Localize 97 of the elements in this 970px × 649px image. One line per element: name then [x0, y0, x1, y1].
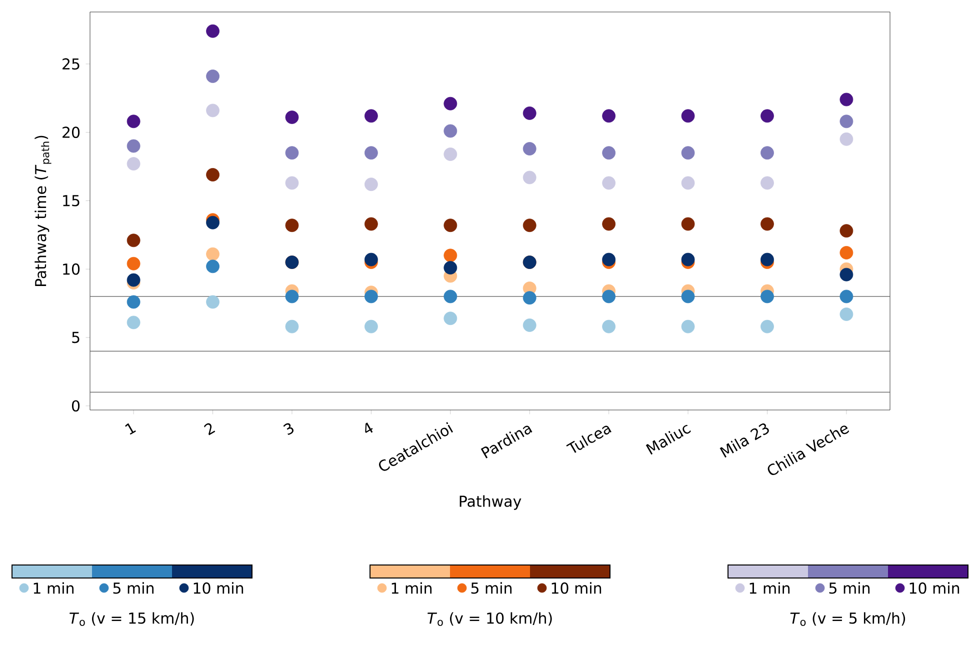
point [681, 109, 695, 123]
point [126, 295, 140, 309]
point [444, 148, 458, 161]
x-axis-title: Pathway [460, 495, 522, 510]
x-tick-label: Mila 23 [720, 423, 769, 458]
point [206, 104, 220, 118]
y-tick-label: 5 [72, 332, 80, 344]
text: T$_{o}$ (v = 10 km/h) [428, 612, 552, 626]
point [602, 290, 616, 304]
point [364, 320, 378, 334]
legend-label: 1 min [34, 582, 74, 594]
point [444, 96, 458, 110]
point [602, 217, 616, 231]
x-tick-label: 4 [365, 422, 373, 433]
point [126, 256, 140, 270]
point [364, 109, 378, 123]
point [206, 216, 220, 230]
point [760, 146, 774, 160]
point [840, 246, 854, 260]
point [840, 308, 854, 321]
point [760, 217, 774, 231]
point [285, 320, 299, 334]
point [444, 218, 458, 232]
point [444, 312, 458, 326]
point [126, 273, 140, 287]
point [444, 290, 458, 304]
legend-label: 1 min [750, 582, 790, 594]
point [522, 218, 536, 232]
legend-label: 1 min [392, 582, 432, 594]
point [602, 109, 616, 123]
point [760, 252, 774, 266]
point [760, 109, 774, 123]
point [126, 139, 140, 153]
point [522, 142, 536, 156]
point [522, 291, 536, 305]
point [840, 268, 854, 282]
point [126, 157, 140, 170]
point [602, 146, 616, 160]
legend-label: 10 min [552, 582, 602, 594]
point [522, 170, 536, 184]
point [126, 316, 140, 330]
point [364, 178, 378, 192]
point [206, 295, 220, 309]
point [444, 124, 458, 138]
point [760, 176, 774, 190]
x-tick-label: 3 [283, 423, 294, 435]
point [285, 110, 299, 124]
point [681, 320, 695, 334]
y-tick-label: 15 [63, 195, 80, 206]
point [364, 217, 378, 231]
text: T$_{o}$ (v = 5 km/h) [790, 612, 906, 626]
point [126, 234, 140, 248]
point [681, 217, 695, 231]
point [681, 290, 695, 304]
y-tick-label: 0 [72, 400, 80, 412]
point [760, 320, 774, 334]
legend-label: 10 min [910, 582, 960, 594]
point [681, 252, 695, 266]
point [444, 248, 458, 262]
point [840, 290, 854, 304]
x-tick-label: 1 [125, 423, 136, 435]
point [285, 218, 299, 232]
legend-label: 5 min [471, 582, 512, 594]
point [444, 261, 458, 274]
point [206, 260, 220, 274]
text: T$_{o}$ (v = 15 km/h) [70, 612, 194, 626]
y-tick-label: 10 [63, 263, 80, 275]
point [126, 114, 140, 128]
y-axis-title: Pathway time (T$_{path}$) [34, 136, 52, 286]
point [522, 106, 536, 120]
point [206, 70, 220, 83]
x-tick-label: 2 [204, 423, 216, 436]
legend-label: 5 min [829, 582, 870, 594]
point [840, 132, 854, 146]
point [206, 247, 220, 261]
y-tick-label: 20 [62, 126, 80, 138]
point [285, 146, 299, 160]
point [285, 290, 299, 304]
point [602, 176, 616, 190]
legend-label: 5 min [113, 582, 154, 594]
point [760, 290, 774, 304]
point [522, 318, 536, 332]
point [602, 252, 616, 266]
point [364, 146, 378, 160]
point [840, 92, 854, 106]
y-tick-label: 25 [62, 58, 80, 70]
point [840, 114, 854, 128]
point [285, 176, 299, 190]
point [364, 252, 378, 266]
point [681, 176, 695, 190]
point [364, 290, 378, 304]
point [840, 224, 854, 238]
point [602, 320, 616, 334]
point [206, 168, 220, 182]
legend-label: 10 min [194, 582, 244, 594]
point [206, 24, 220, 38]
point [681, 146, 695, 160]
